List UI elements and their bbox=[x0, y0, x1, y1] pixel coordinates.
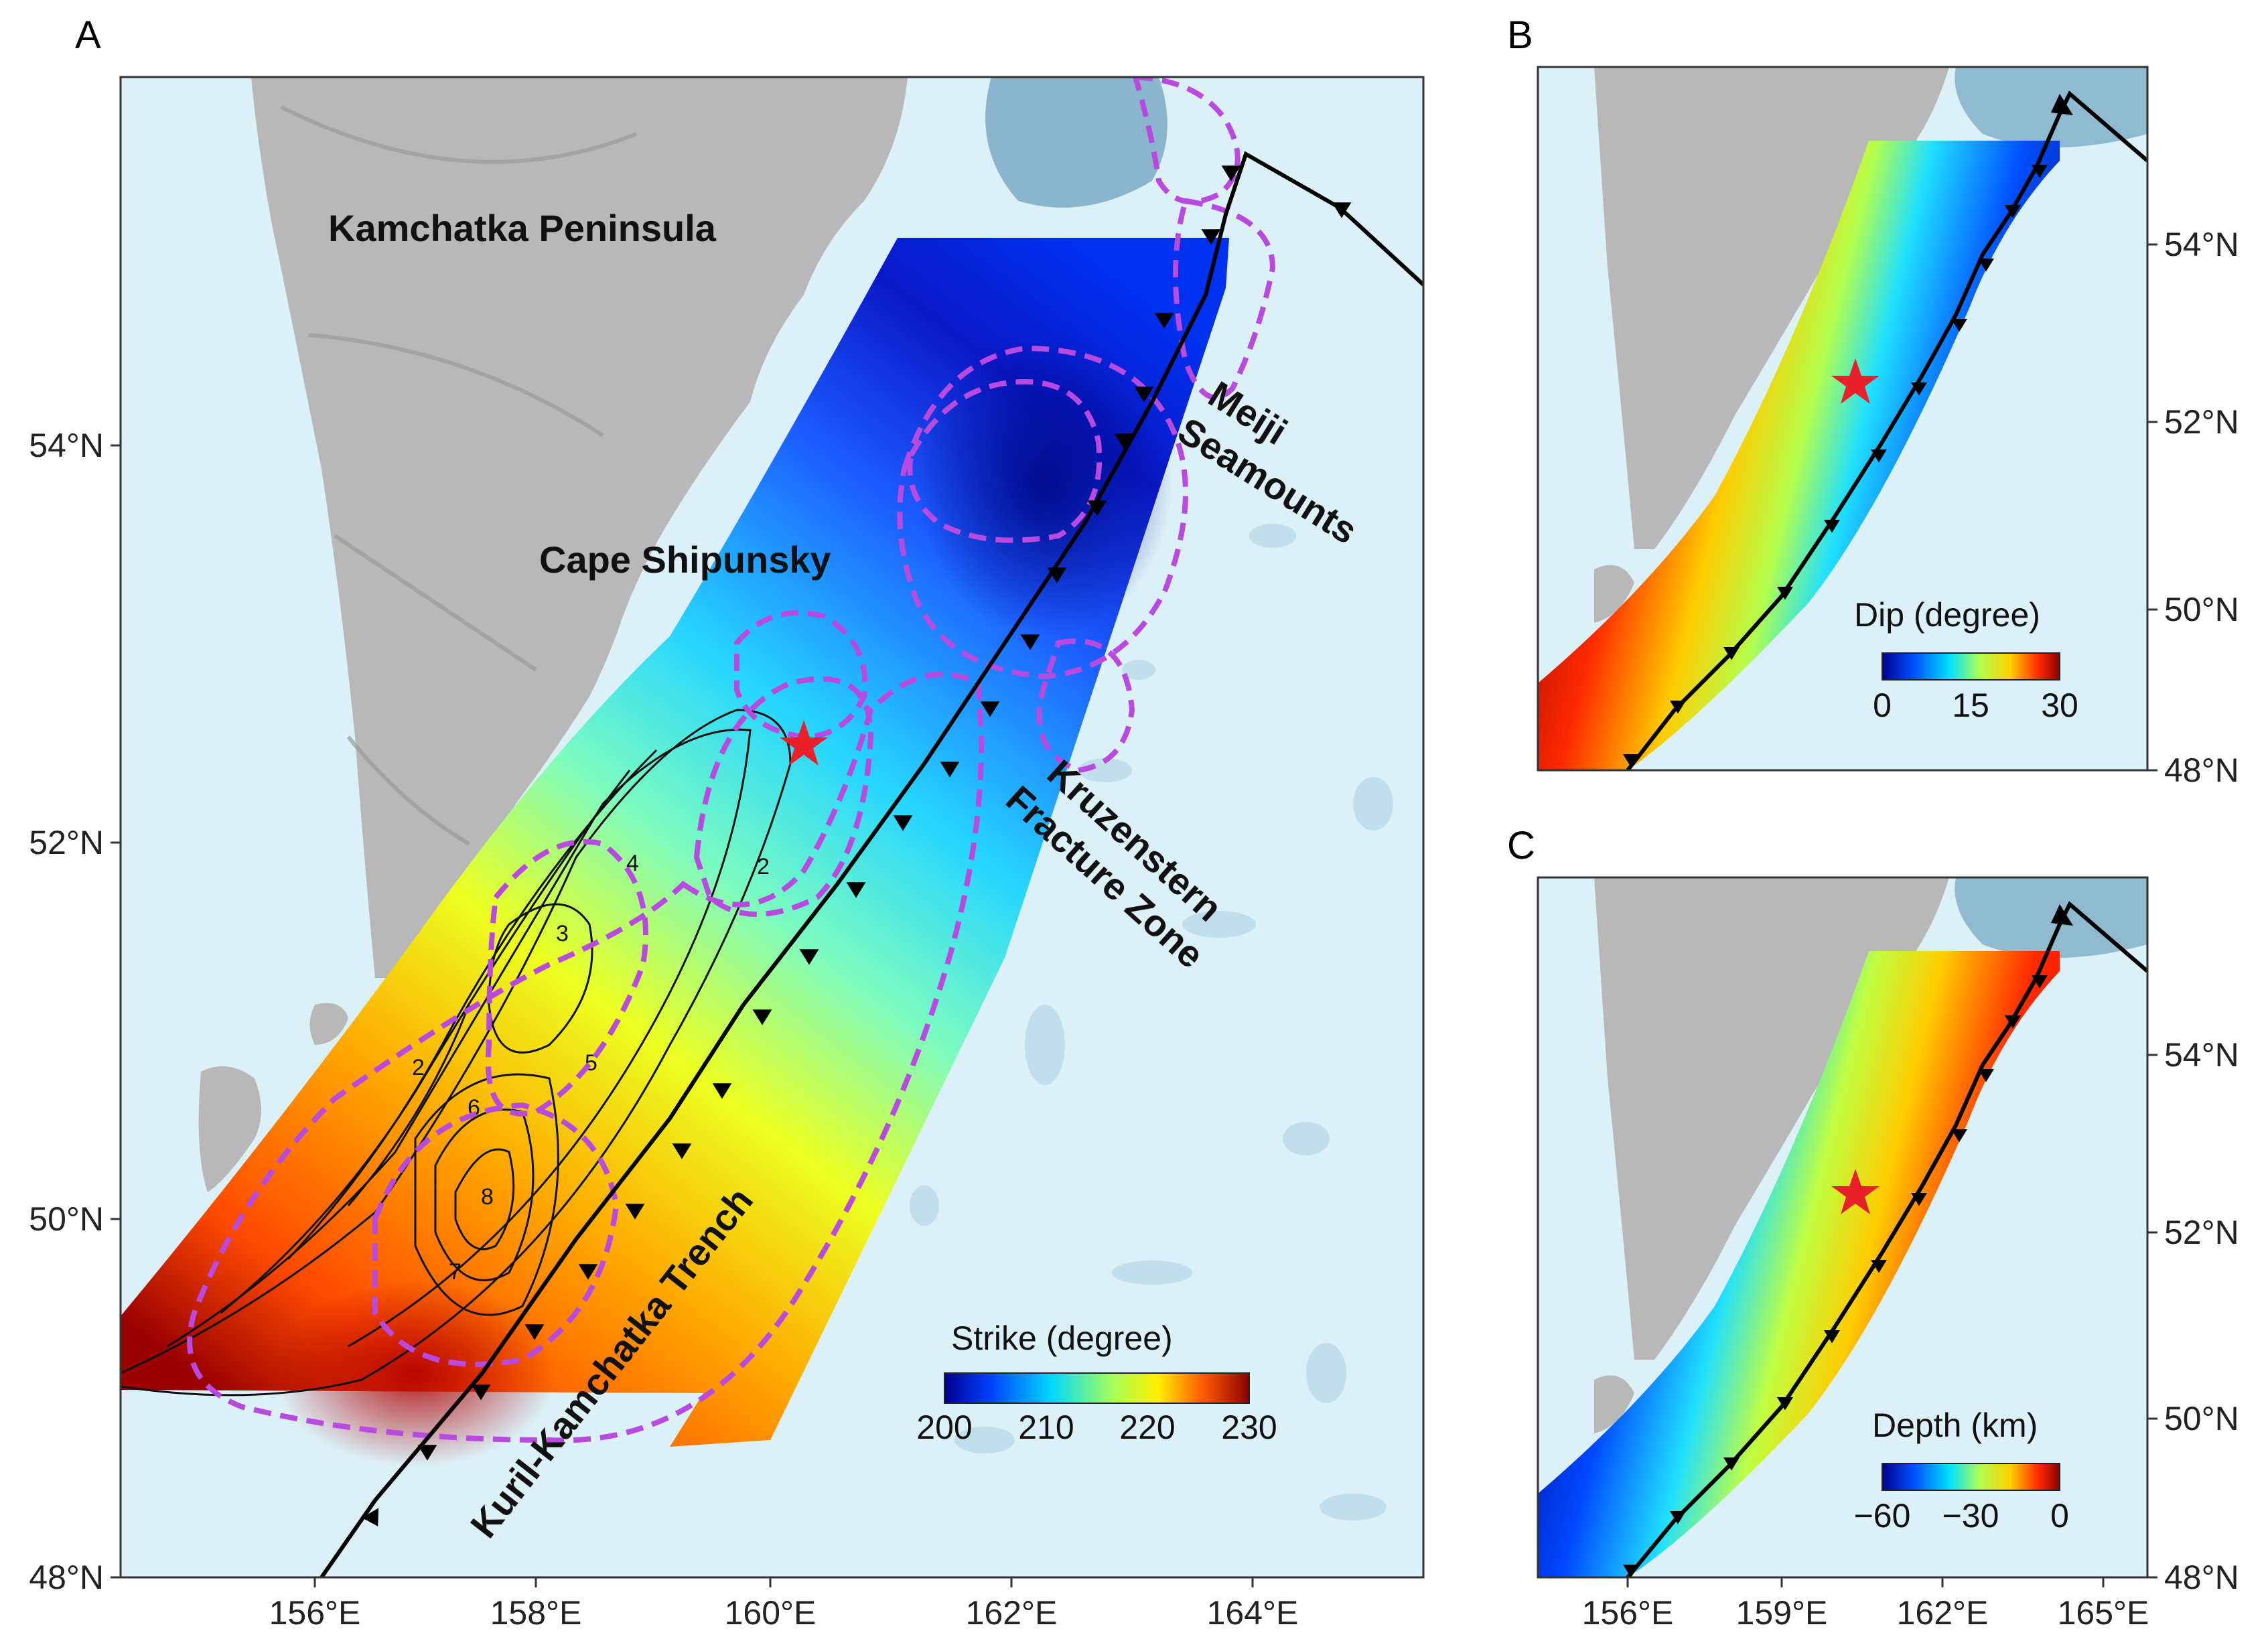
panel-c-x-tick: 162°E bbox=[1897, 1594, 1989, 1632]
panel-b: B Dip (degr bbox=[1507, 13, 2239, 789]
depth-colorbar-title: Depth (km) bbox=[1872, 1407, 2038, 1444]
label-kamchatka: Kamchatka Peninsula bbox=[328, 207, 717, 249]
panel-a-y-tick: 52°N bbox=[29, 824, 104, 861]
dashed-slip-contours bbox=[187, 77, 1276, 1443]
panel-c-frame bbox=[1537, 876, 2149, 1579]
panel-a-x-tick: 162°E bbox=[966, 1594, 1058, 1632]
panel-a-y-tick: 54°N bbox=[29, 427, 104, 464]
panel-a-x-tick: 160°E bbox=[725, 1594, 817, 1632]
kuril-island bbox=[309, 1003, 348, 1045]
panel-a-letter: A bbox=[75, 13, 101, 57]
contour-label: 2 bbox=[757, 854, 770, 879]
strike-colorbar: Strike (degree) 200 210 220 230 bbox=[916, 1319, 1277, 1446]
panel-b-y-tick: 50°N bbox=[2164, 591, 2239, 628]
contour-label: 8 bbox=[481, 1184, 494, 1210]
panel-a-y-tick: 48°N bbox=[29, 1559, 104, 1596]
contour-label: 7 bbox=[449, 1259, 462, 1285]
panel-a-map: 2 2 3 4 5 6 7 8 bbox=[121, 77, 1423, 1577]
panel-c-x-tick: 156°E bbox=[1582, 1594, 1674, 1632]
depth-fault-plane bbox=[1538, 951, 2060, 1577]
dip-fault-plane bbox=[1538, 141, 2060, 770]
panel-c: C Depth (km bbox=[1507, 824, 2239, 1632]
dip-colorbar-tick: 15 bbox=[1952, 687, 1989, 724]
strike-colorbar-title: Strike (degree) bbox=[951, 1319, 1173, 1357]
strike-colorbar-tick: 210 bbox=[1018, 1409, 1074, 1446]
strike-colorbar-tick: 220 bbox=[1119, 1409, 1175, 1446]
trench-line bbox=[1626, 90, 2147, 770]
panel-a: A bbox=[29, 13, 1425, 1632]
panel-c-letter: C bbox=[1507, 824, 1535, 867]
panel-c-x-tick: 159°E bbox=[1736, 1594, 1828, 1632]
panel-a-x-tick: 158°E bbox=[490, 1594, 582, 1632]
strike-colorbar-tick: 230 bbox=[1221, 1409, 1277, 1446]
dip-colorbar-title: Dip (degree) bbox=[1854, 596, 2040, 634]
slip-contours bbox=[121, 709, 792, 1397]
kuril-island bbox=[198, 1066, 261, 1192]
epicenter-star-icon bbox=[1831, 1169, 1880, 1214]
panel-c-y-tick: 48°N bbox=[2164, 1559, 2239, 1596]
dip-colorbar-tick: 0 bbox=[1873, 687, 1892, 724]
meiji-relief bbox=[985, 77, 1167, 208]
panel-a-frame bbox=[119, 76, 1425, 1579]
depth-colorbar: Depth (km) −60 −30 0 bbox=[1854, 1407, 2069, 1534]
panel-a-y-tick: 50°N bbox=[29, 1200, 104, 1238]
panel-c-x-tick: 165°E bbox=[2058, 1594, 2149, 1632]
panel-b-map: Dip (degree) 0 15 30 bbox=[1538, 67, 2147, 770]
trench-line bbox=[1626, 901, 2147, 1577]
panel-c-y-tick: 52°N bbox=[2164, 1214, 2239, 1251]
epicenter-star-icon bbox=[1831, 358, 1880, 404]
depth-colorbar-tick: −60 bbox=[1854, 1497, 1911, 1534]
kamchatka-land bbox=[251, 77, 908, 978]
trench-arrow-icon bbox=[2051, 94, 2073, 115]
contour-label: 2 bbox=[412, 1055, 425, 1080]
panel-c-map: Depth (km) −60 −30 0 bbox=[1538, 877, 2147, 1577]
contour-label: 3 bbox=[556, 921, 569, 946]
epicenter-star-icon bbox=[780, 720, 828, 766]
panel-c-y-tick: 54°N bbox=[2164, 1036, 2239, 1074]
depth-colorbar-tick: −30 bbox=[1942, 1497, 1999, 1534]
panel-b-frame bbox=[1537, 66, 2149, 772]
depth-colorbar-tick: 0 bbox=[2050, 1497, 2069, 1534]
kuril-island bbox=[1594, 565, 1634, 623]
panel-a-x-tick: 164°E bbox=[1207, 1594, 1299, 1632]
panel-b-y-tick: 54°N bbox=[2164, 226, 2239, 263]
trench-arrow-icon bbox=[2051, 904, 2073, 926]
strike-colorbar-tick: 200 bbox=[916, 1409, 972, 1446]
panel-b-y-tick: 48°N bbox=[2164, 752, 2239, 789]
dip-colorbar: Dip (degree) 0 15 30 bbox=[1854, 596, 2078, 724]
trench-line bbox=[320, 151, 1423, 1577]
panel-a-ticks bbox=[111, 444, 1254, 1587]
panel-a-x-tick: 156°E bbox=[269, 1594, 361, 1632]
label-cape-shipunsky: Cape Shipunsky bbox=[539, 539, 831, 581]
panel-b-letter: B bbox=[1507, 13, 1533, 57]
kuril-island bbox=[1594, 1375, 1634, 1433]
dip-colorbar-tick: 30 bbox=[2041, 687, 2078, 724]
seafloor-relief bbox=[910, 524, 1393, 1520]
panel-b-y-tick: 52°N bbox=[2164, 403, 2239, 441]
panel-c-y-tick: 50°N bbox=[2164, 1400, 2239, 1437]
